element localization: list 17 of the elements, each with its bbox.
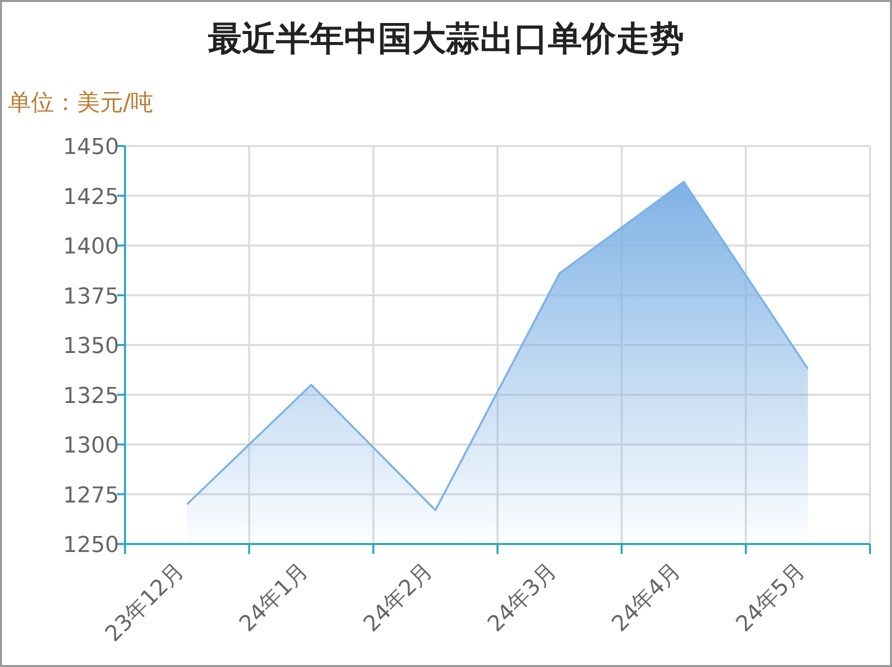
y-tick-label: 1325: [63, 384, 119, 409]
x-tick-label: 23年12月: [100, 558, 190, 647]
y-tick-label: 1275: [63, 483, 119, 508]
x-tick-label: 24年4月: [608, 558, 686, 638]
x-tick-label: 24年1月: [235, 558, 314, 638]
y-axis-title: 单位：美元/吨: [8, 90, 154, 116]
y-tick-label: 1425: [63, 184, 119, 210]
y-tick-label: 1300: [63, 434, 119, 458]
chart-title: 最近半年中国大蒜出口单价走势: [208, 19, 684, 59]
x-tick-label: 24年5月: [732, 558, 810, 638]
y-tick-label: 1375: [63, 284, 119, 310]
x-tick-label: 24年3月: [483, 558, 562, 638]
y-tick-label: 1250: [63, 533, 119, 558]
x-tick-label: 24年2月: [359, 558, 438, 638]
y-tick-label: 1450: [63, 135, 119, 160]
y-tick-label: 1350: [63, 334, 119, 359]
y-tick-label: 1400: [63, 234, 119, 260]
